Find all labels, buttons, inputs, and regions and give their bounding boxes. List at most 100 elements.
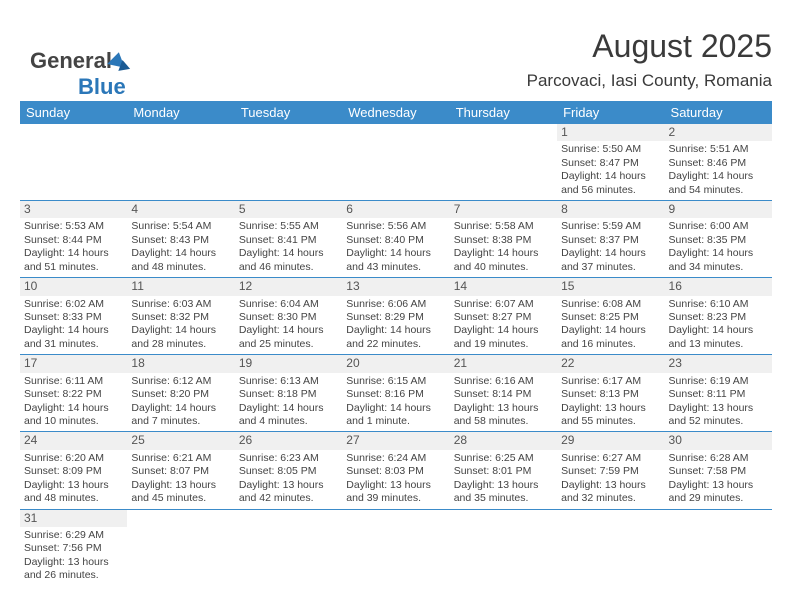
daylight-text: Daylight: 14 hours bbox=[239, 324, 338, 337]
calendar-day-cell: 17Sunrise: 6:11 AMSunset: 8:22 PMDayligh… bbox=[20, 355, 127, 432]
sunset-text: Sunset: 8:01 PM bbox=[454, 465, 553, 478]
sunrise-text: Sunrise: 5:53 AM bbox=[24, 220, 123, 233]
sunrise-text: Sunrise: 6:02 AM bbox=[24, 298, 123, 311]
sunset-text: Sunset: 8:33 PM bbox=[24, 311, 123, 324]
sunrise-text: Sunrise: 5:50 AM bbox=[561, 143, 660, 156]
calendar-day-cell: 23Sunrise: 6:19 AMSunset: 8:11 PMDayligh… bbox=[665, 355, 772, 432]
daylight-text: and 4 minutes. bbox=[239, 415, 338, 428]
logo: General Blue bbox=[30, 48, 129, 100]
daylight-text: and 42 minutes. bbox=[239, 492, 338, 505]
daylight-text: and 52 minutes. bbox=[669, 415, 768, 428]
calendar-empty-cell bbox=[450, 124, 557, 201]
sunrise-text: Sunrise: 6:28 AM bbox=[669, 452, 768, 465]
calendar-week-row: 3Sunrise: 5:53 AMSunset: 8:44 PMDaylight… bbox=[20, 201, 772, 278]
sunset-text: Sunset: 7:56 PM bbox=[24, 542, 123, 555]
daylight-text: and 1 minute. bbox=[346, 415, 445, 428]
sunrise-text: Sunrise: 6:24 AM bbox=[346, 452, 445, 465]
sunset-text: Sunset: 8:23 PM bbox=[669, 311, 768, 324]
calendar-header-cell: Tuesday bbox=[235, 101, 342, 124]
daylight-text: and 46 minutes. bbox=[239, 261, 338, 274]
sunset-text: Sunset: 8:22 PM bbox=[24, 388, 123, 401]
calendar-header-cell: Sunday bbox=[20, 101, 127, 124]
calendar-day-cell: 15Sunrise: 6:08 AMSunset: 8:25 PMDayligh… bbox=[557, 278, 664, 355]
calendar-week-row: 17Sunrise: 6:11 AMSunset: 8:22 PMDayligh… bbox=[20, 355, 772, 432]
sunrise-text: Sunrise: 6:16 AM bbox=[454, 375, 553, 388]
calendar-day-cell: 13Sunrise: 6:06 AMSunset: 8:29 PMDayligh… bbox=[342, 278, 449, 355]
daylight-text: Daylight: 14 hours bbox=[669, 170, 768, 183]
day-number: 7 bbox=[450, 201, 557, 218]
sunset-text: Sunset: 8:40 PM bbox=[346, 234, 445, 247]
daylight-text: and 7 minutes. bbox=[131, 415, 230, 428]
daylight-text: Daylight: 13 hours bbox=[561, 479, 660, 492]
daylight-text: and 29 minutes. bbox=[669, 492, 768, 505]
calendar-empty-cell bbox=[342, 509, 449, 586]
sunrise-text: Sunrise: 5:54 AM bbox=[131, 220, 230, 233]
daylight-text: Daylight: 14 hours bbox=[24, 402, 123, 415]
daylight-text: Daylight: 14 hours bbox=[24, 324, 123, 337]
sunset-text: Sunset: 8:37 PM bbox=[561, 234, 660, 247]
title-block: August 2025 Parcovaci, Iasi County, Roma… bbox=[20, 28, 772, 91]
daylight-text: and 13 minutes. bbox=[669, 338, 768, 351]
daylight-text: Daylight: 14 hours bbox=[346, 247, 445, 260]
day-number: 15 bbox=[557, 278, 664, 295]
sunrise-text: Sunrise: 6:25 AM bbox=[454, 452, 553, 465]
day-number: 24 bbox=[20, 432, 127, 449]
calendar-header-cell: Thursday bbox=[450, 101, 557, 124]
calendar-day-cell: 2Sunrise: 5:51 AMSunset: 8:46 PMDaylight… bbox=[665, 124, 772, 201]
page-title: August 2025 bbox=[20, 28, 772, 65]
day-number: 14 bbox=[450, 278, 557, 295]
daylight-text: Daylight: 13 hours bbox=[454, 479, 553, 492]
calendar-header-cell: Monday bbox=[127, 101, 234, 124]
day-number: 17 bbox=[20, 355, 127, 372]
calendar-day-cell: 30Sunrise: 6:28 AMSunset: 7:58 PMDayligh… bbox=[665, 432, 772, 509]
sunrise-text: Sunrise: 6:23 AM bbox=[239, 452, 338, 465]
calendar-day-cell: 21Sunrise: 6:16 AMSunset: 8:14 PMDayligh… bbox=[450, 355, 557, 432]
calendar-day-cell: 31Sunrise: 6:29 AMSunset: 7:56 PMDayligh… bbox=[20, 509, 127, 586]
calendar-day-cell: 28Sunrise: 6:25 AMSunset: 8:01 PMDayligh… bbox=[450, 432, 557, 509]
daylight-text: and 55 minutes. bbox=[561, 415, 660, 428]
daylight-text: Daylight: 14 hours bbox=[454, 324, 553, 337]
day-number: 2 bbox=[665, 124, 772, 141]
sunset-text: Sunset: 8:25 PM bbox=[561, 311, 660, 324]
calendar-empty-cell bbox=[235, 124, 342, 201]
sunset-text: Sunset: 8:35 PM bbox=[669, 234, 768, 247]
logo-text-2: Blue bbox=[78, 74, 126, 99]
day-number: 16 bbox=[665, 278, 772, 295]
day-number: 1 bbox=[557, 124, 664, 141]
calendar-day-cell: 4Sunrise: 5:54 AMSunset: 8:43 PMDaylight… bbox=[127, 201, 234, 278]
daylight-text: and 35 minutes. bbox=[454, 492, 553, 505]
sunset-text: Sunset: 8:13 PM bbox=[561, 388, 660, 401]
sunrise-text: Sunrise: 6:08 AM bbox=[561, 298, 660, 311]
calendar-day-cell: 1Sunrise: 5:50 AMSunset: 8:47 PMDaylight… bbox=[557, 124, 664, 201]
calendar-day-cell: 8Sunrise: 5:59 AMSunset: 8:37 PMDaylight… bbox=[557, 201, 664, 278]
calendar-day-cell: 22Sunrise: 6:17 AMSunset: 8:13 PMDayligh… bbox=[557, 355, 664, 432]
sunset-text: Sunset: 8:41 PM bbox=[239, 234, 338, 247]
day-number: 26 bbox=[235, 432, 342, 449]
logo-triangle2-icon bbox=[117, 59, 131, 71]
daylight-text: Daylight: 13 hours bbox=[561, 402, 660, 415]
sunrise-text: Sunrise: 6:10 AM bbox=[669, 298, 768, 311]
logo-text-1: General bbox=[30, 48, 112, 73]
daylight-text: Daylight: 13 hours bbox=[24, 479, 123, 492]
daylight-text: and 48 minutes. bbox=[131, 261, 230, 274]
daylight-text: and 43 minutes. bbox=[346, 261, 445, 274]
sunset-text: Sunset: 8:29 PM bbox=[346, 311, 445, 324]
calendar-day-cell: 11Sunrise: 6:03 AMSunset: 8:32 PMDayligh… bbox=[127, 278, 234, 355]
daylight-text: Daylight: 13 hours bbox=[239, 479, 338, 492]
sunset-text: Sunset: 8:16 PM bbox=[346, 388, 445, 401]
day-number: 29 bbox=[557, 432, 664, 449]
daylight-text: Daylight: 14 hours bbox=[24, 247, 123, 260]
sunrise-text: Sunrise: 6:03 AM bbox=[131, 298, 230, 311]
daylight-text: Daylight: 14 hours bbox=[454, 247, 553, 260]
day-number: 30 bbox=[665, 432, 772, 449]
sunset-text: Sunset: 8:47 PM bbox=[561, 157, 660, 170]
sunrise-text: Sunrise: 6:13 AM bbox=[239, 375, 338, 388]
daylight-text: Daylight: 14 hours bbox=[131, 402, 230, 415]
sunrise-text: Sunrise: 6:07 AM bbox=[454, 298, 553, 311]
calendar-day-cell: 26Sunrise: 6:23 AMSunset: 8:05 PMDayligh… bbox=[235, 432, 342, 509]
day-number: 21 bbox=[450, 355, 557, 372]
day-number: 31 bbox=[20, 510, 127, 527]
day-number: 5 bbox=[235, 201, 342, 218]
calendar-day-cell: 20Sunrise: 6:15 AMSunset: 8:16 PMDayligh… bbox=[342, 355, 449, 432]
daylight-text: and 26 minutes. bbox=[24, 569, 123, 582]
